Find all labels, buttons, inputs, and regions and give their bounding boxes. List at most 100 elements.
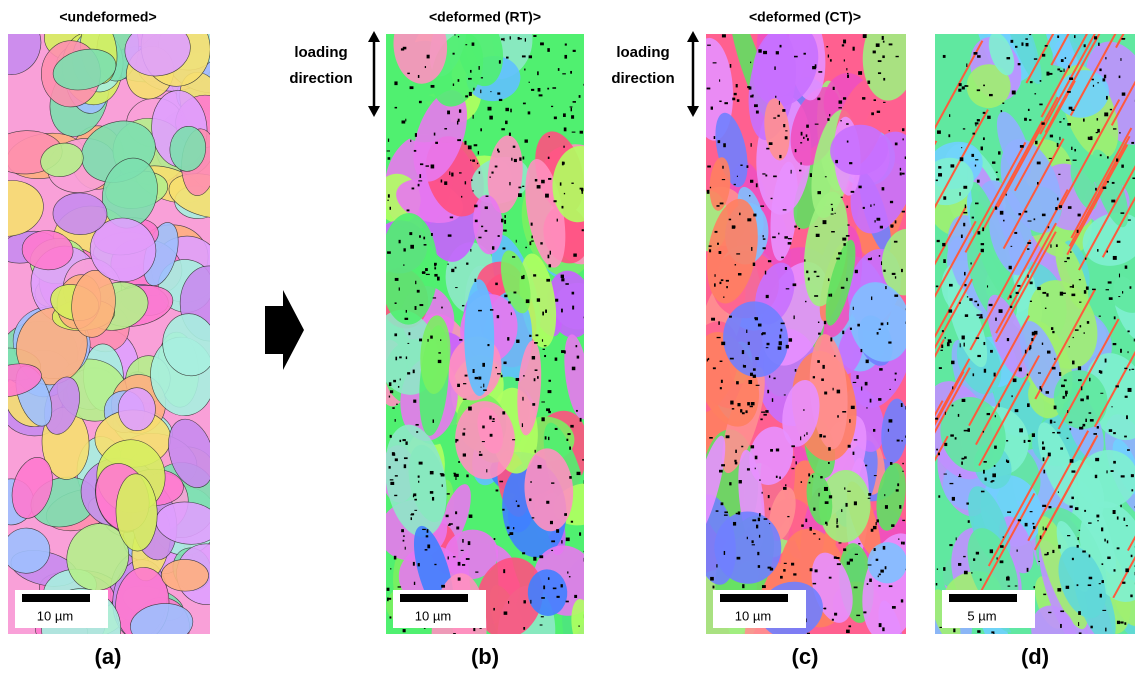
speckle	[901, 268, 903, 273]
speckle	[537, 464, 542, 469]
speckle	[870, 257, 872, 260]
speckle	[449, 171, 451, 176]
speckle	[581, 188, 584, 192]
speckle	[1100, 392, 1104, 394]
speckle	[897, 483, 900, 487]
speckle	[480, 89, 482, 94]
speckle	[474, 278, 477, 282]
speckle	[879, 225, 883, 229]
speckle	[878, 328, 881, 330]
speckle	[842, 237, 847, 241]
speckle	[889, 388, 891, 390]
speckle	[894, 372, 897, 375]
speckle	[401, 529, 404, 533]
speckle	[990, 480, 993, 483]
speckle	[1044, 307, 1047, 309]
speckle	[1068, 346, 1070, 348]
speckle	[564, 43, 567, 46]
speckle	[389, 206, 392, 210]
speckle	[1065, 585, 1070, 589]
speckle	[876, 110, 881, 113]
speckle	[967, 520, 970, 523]
speckle	[944, 411, 946, 415]
speckle	[736, 175, 738, 177]
speckle	[506, 526, 510, 530]
speckle	[394, 106, 398, 109]
speckle	[777, 114, 780, 117]
speckle	[1133, 338, 1135, 342]
speckle	[943, 567, 946, 571]
speckle	[894, 378, 896, 381]
speckle	[937, 452, 940, 456]
speckle	[982, 137, 985, 141]
speckle	[394, 419, 396, 422]
speckle	[856, 614, 861, 617]
speckle	[1000, 545, 1004, 548]
speckle	[845, 235, 850, 237]
speckle	[755, 183, 758, 188]
speckle	[755, 524, 759, 529]
speckle	[843, 243, 846, 246]
speckle	[777, 346, 782, 350]
speckle	[419, 235, 421, 238]
loading-arrow	[368, 31, 699, 117]
speckle	[1005, 193, 1007, 196]
speckle	[522, 185, 525, 188]
speckle	[1039, 386, 1042, 390]
speckle	[531, 88, 535, 91]
speckle	[780, 328, 783, 332]
speckle	[751, 540, 754, 544]
speckle	[827, 54, 830, 58]
speckle	[487, 344, 490, 347]
speckle	[431, 496, 435, 501]
speckle	[961, 147, 963, 149]
speckle	[1078, 279, 1081, 281]
speckle	[468, 91, 472, 96]
speckle	[511, 157, 513, 161]
speckle	[571, 131, 576, 133]
speckle	[1037, 372, 1041, 374]
speckle	[1024, 349, 1027, 354]
speckle	[399, 378, 401, 381]
speckle	[806, 632, 810, 634]
speckle	[854, 553, 858, 556]
speckle	[1048, 611, 1052, 614]
speckle	[447, 234, 452, 237]
speckle	[905, 308, 906, 311]
speckle	[1026, 373, 1029, 376]
speckle	[1094, 474, 1098, 479]
speckle	[1048, 157, 1052, 159]
speckle	[766, 342, 770, 346]
speckle	[741, 350, 745, 355]
speckle	[497, 235, 500, 237]
speckle	[1104, 112, 1109, 117]
speckle	[948, 134, 951, 138]
speckle	[750, 143, 752, 147]
speckle	[868, 493, 872, 496]
speckle	[1056, 431, 1061, 434]
speckle	[781, 256, 784, 259]
speckle	[888, 585, 893, 588]
speckle	[817, 191, 821, 195]
speckle	[502, 247, 506, 250]
speckle	[1078, 632, 1082, 634]
speckle	[941, 330, 944, 333]
speckle	[451, 172, 454, 177]
speckle	[746, 329, 748, 333]
speckle	[1077, 537, 1079, 541]
speckle	[1103, 74, 1107, 79]
speckle	[770, 197, 773, 200]
speckle	[754, 467, 756, 470]
speckle	[757, 551, 760, 556]
speckle	[975, 551, 980, 555]
speckle	[1011, 90, 1016, 95]
speckle	[975, 159, 979, 161]
speckle	[894, 276, 897, 279]
speckle	[791, 445, 795, 448]
speckle	[849, 558, 853, 562]
speckle	[482, 362, 485, 367]
speckle	[1088, 138, 1091, 140]
speckle	[437, 276, 440, 281]
speckle	[1088, 554, 1091, 558]
speckle	[1031, 433, 1035, 437]
